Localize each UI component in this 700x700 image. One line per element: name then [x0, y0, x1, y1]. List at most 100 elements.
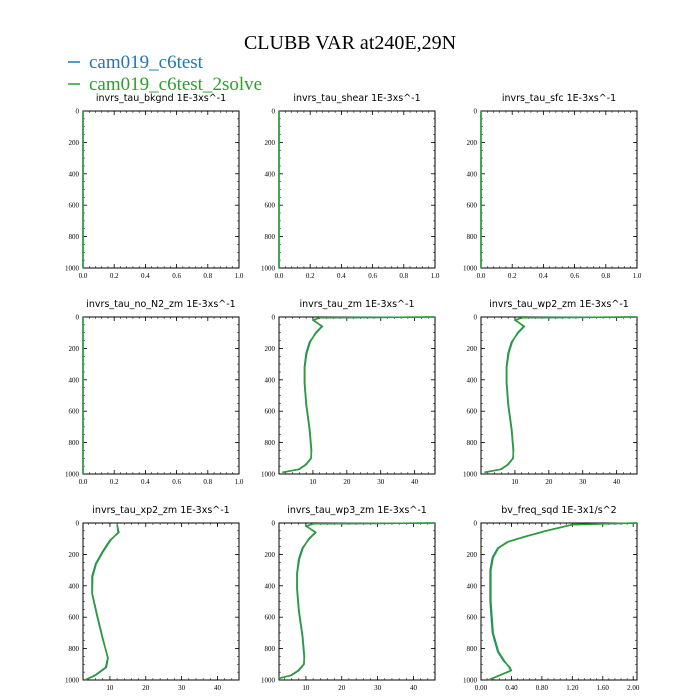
- plot-frame: [480, 522, 638, 681]
- plot-frame: [82, 110, 240, 269]
- x-tick-label: 1.0: [431, 272, 440, 280]
- y-tick-label: 400: [69, 170, 80, 178]
- panel-title: invrs_tau_no_N2_zm 1E-3xs^-1: [86, 299, 235, 310]
- chart-panel-7: invrs_tau_xp2_zm 1E-3xs^-1 0 200 400 600 800 1…: [65, 505, 240, 692]
- x-tick-label: 20: [545, 478, 553, 486]
- x-tick-label: 30: [374, 684, 382, 692]
- chart-panel-8: invrs_tau_wp3_zm 1E-3xs^-1 0 200 400 600 800 1…: [261, 505, 436, 692]
- y-tick-label: 1000: [65, 677, 80, 685]
- y-tick-label: 0: [272, 108, 276, 116]
- y-tick-label: 400: [265, 582, 276, 590]
- series-line-1: [488, 522, 638, 681]
- x-tick-label: 0.0: [477, 272, 486, 280]
- x-tick-label: 1.0: [633, 272, 642, 280]
- y-tick-label: 1000: [65, 471, 80, 479]
- x-tick-label: 0.6: [172, 272, 181, 280]
- y-tick-label: 400: [467, 170, 478, 178]
- x-tick-label: 10: [309, 478, 317, 486]
- panel-title: invrs_tau_wp3_zm 1E-3xs^-1: [287, 505, 427, 516]
- panel-title: invrs_tau_sfc 1E-3xs^-1: [502, 93, 616, 104]
- y-tick-label: 0: [76, 520, 80, 528]
- x-tick-label: 0.0: [79, 272, 88, 280]
- y-tick-label: 400: [467, 582, 478, 590]
- x-tick-label: 0.00: [475, 684, 488, 692]
- x-tick-label: 0.0: [275, 272, 284, 280]
- plot-frame: [278, 110, 436, 269]
- x-tick-label: 0.6: [570, 272, 579, 280]
- x-tick-label: 0.8: [203, 272, 212, 280]
- y-tick-label: 600: [69, 408, 80, 416]
- x-tick-label: 0.6: [172, 478, 181, 486]
- x-tick-label: 0.2: [508, 272, 517, 280]
- x-tick-label: 0.2: [110, 478, 119, 486]
- chart-panel-1: invrs_tau_bkgnd 1E-3xs^-1 0 200 400 600 800 10…: [65, 93, 244, 280]
- panel-title: invrs_tau_wp2_zm 1E-3xs^-1: [489, 299, 629, 310]
- plot-frame: [480, 316, 638, 475]
- series-line-2: [282, 316, 436, 474]
- legend-label-1: cam019_c6test: [89, 52, 204, 73]
- y-tick-label: 200: [69, 345, 80, 353]
- y-tick-label: 800: [467, 645, 478, 653]
- y-tick-label: 600: [265, 202, 276, 210]
- y-tick-label: 0: [76, 314, 80, 322]
- x-tick-label: 1.60: [597, 684, 610, 692]
- y-tick-label: 800: [265, 233, 276, 241]
- panel-title: invrs_tau_bkgnd 1E-3xs^-1: [96, 93, 226, 104]
- x-tick-label: 0.6: [368, 272, 377, 280]
- y-tick-label: 0: [474, 314, 478, 322]
- x-tick-label: 10: [302, 684, 310, 692]
- x-tick-label: 40: [410, 684, 418, 692]
- series-line-2: [488, 522, 638, 681]
- x-tick-label: 0.2: [306, 272, 315, 280]
- y-tick-label: 200: [467, 139, 478, 147]
- chart-panel-2: invrs_tau_shear 1E-3xs^-1 0 200 400 600 800 10…: [261, 93, 440, 280]
- x-tick-label: 0.2: [110, 272, 119, 280]
- y-tick-label: 1000: [261, 677, 276, 685]
- y-tick-label: 200: [467, 345, 478, 353]
- x-tick-label: 30: [377, 478, 385, 486]
- y-tick-label: 200: [467, 551, 478, 559]
- panel-title: bv_freq_sqd 1E-3x1/s^2: [501, 505, 616, 516]
- plot-frame: [82, 316, 240, 475]
- chart-panel-9: bv_freq_sqd 1E-3x1/s^2020040060080010000…: [463, 505, 640, 692]
- x-tick-label: 20: [338, 684, 346, 692]
- y-tick-label: 200: [69, 139, 80, 147]
- y-tick-label: 800: [69, 439, 80, 447]
- y-tick-label: 600: [265, 614, 276, 622]
- y-tick-label: 0: [272, 314, 276, 322]
- plot-frame: [278, 522, 436, 681]
- y-tick-label: 400: [265, 170, 276, 178]
- x-tick-label: 20: [142, 684, 150, 692]
- y-tick-label: 1000: [261, 471, 276, 479]
- x-tick-label: 10: [106, 684, 114, 692]
- x-tick-label: 30: [178, 684, 186, 692]
- panel-title: invrs_tau_shear 1E-3xs^-1: [293, 93, 420, 104]
- chart-panel-4: invrs_tau_no_N2_zm 1E-3xs^-1 0 200 400 600 80…: [65, 299, 244, 486]
- x-tick-label: 0.40: [505, 684, 518, 692]
- y-tick-label: 800: [69, 233, 80, 241]
- x-tick-label: 0.8: [399, 272, 408, 280]
- series-line-2: [484, 316, 638, 474]
- y-tick-label: 0: [474, 520, 478, 528]
- panel-grid: invrs_tau_bkgnd 1E-3xs^-1020040060080010…: [65, 93, 642, 692]
- y-tick-label: 400: [265, 376, 276, 384]
- y-tick-label: 200: [265, 139, 276, 147]
- x-tick-label: 30: [579, 478, 587, 486]
- y-tick-label: 1000: [463, 677, 478, 685]
- x-tick-label: 0.4: [141, 272, 150, 280]
- panel-title: invrs_tau_xp2_zm 1E-3xs^-1: [92, 505, 229, 516]
- y-tick-label: 400: [467, 376, 478, 384]
- x-tick-label: 0.80: [536, 684, 549, 692]
- y-tick-label: 200: [69, 551, 80, 559]
- y-tick-label: 400: [69, 582, 80, 590]
- y-tick-label: 600: [467, 202, 478, 210]
- chart-panel-5: invrs_tau_zm 1E-3xs^-1 0 200 400 600 800 1000 1…: [261, 299, 436, 486]
- y-tick-label: 1000: [261, 265, 276, 273]
- chart-panel-6: invrs_tau_wp2_zm 1E-3xs^-1 0 200 400 600 800 1…: [463, 299, 638, 486]
- series-line-1: [278, 522, 436, 680]
- y-tick-label: 800: [467, 233, 478, 241]
- series-line-2: [278, 522, 436, 680]
- y-tick-label: 800: [69, 645, 80, 653]
- chart-panel-3: invrs_tau_sfc 1E-3xs^-1 0 200 400 600 800 1000…: [463, 93, 642, 280]
